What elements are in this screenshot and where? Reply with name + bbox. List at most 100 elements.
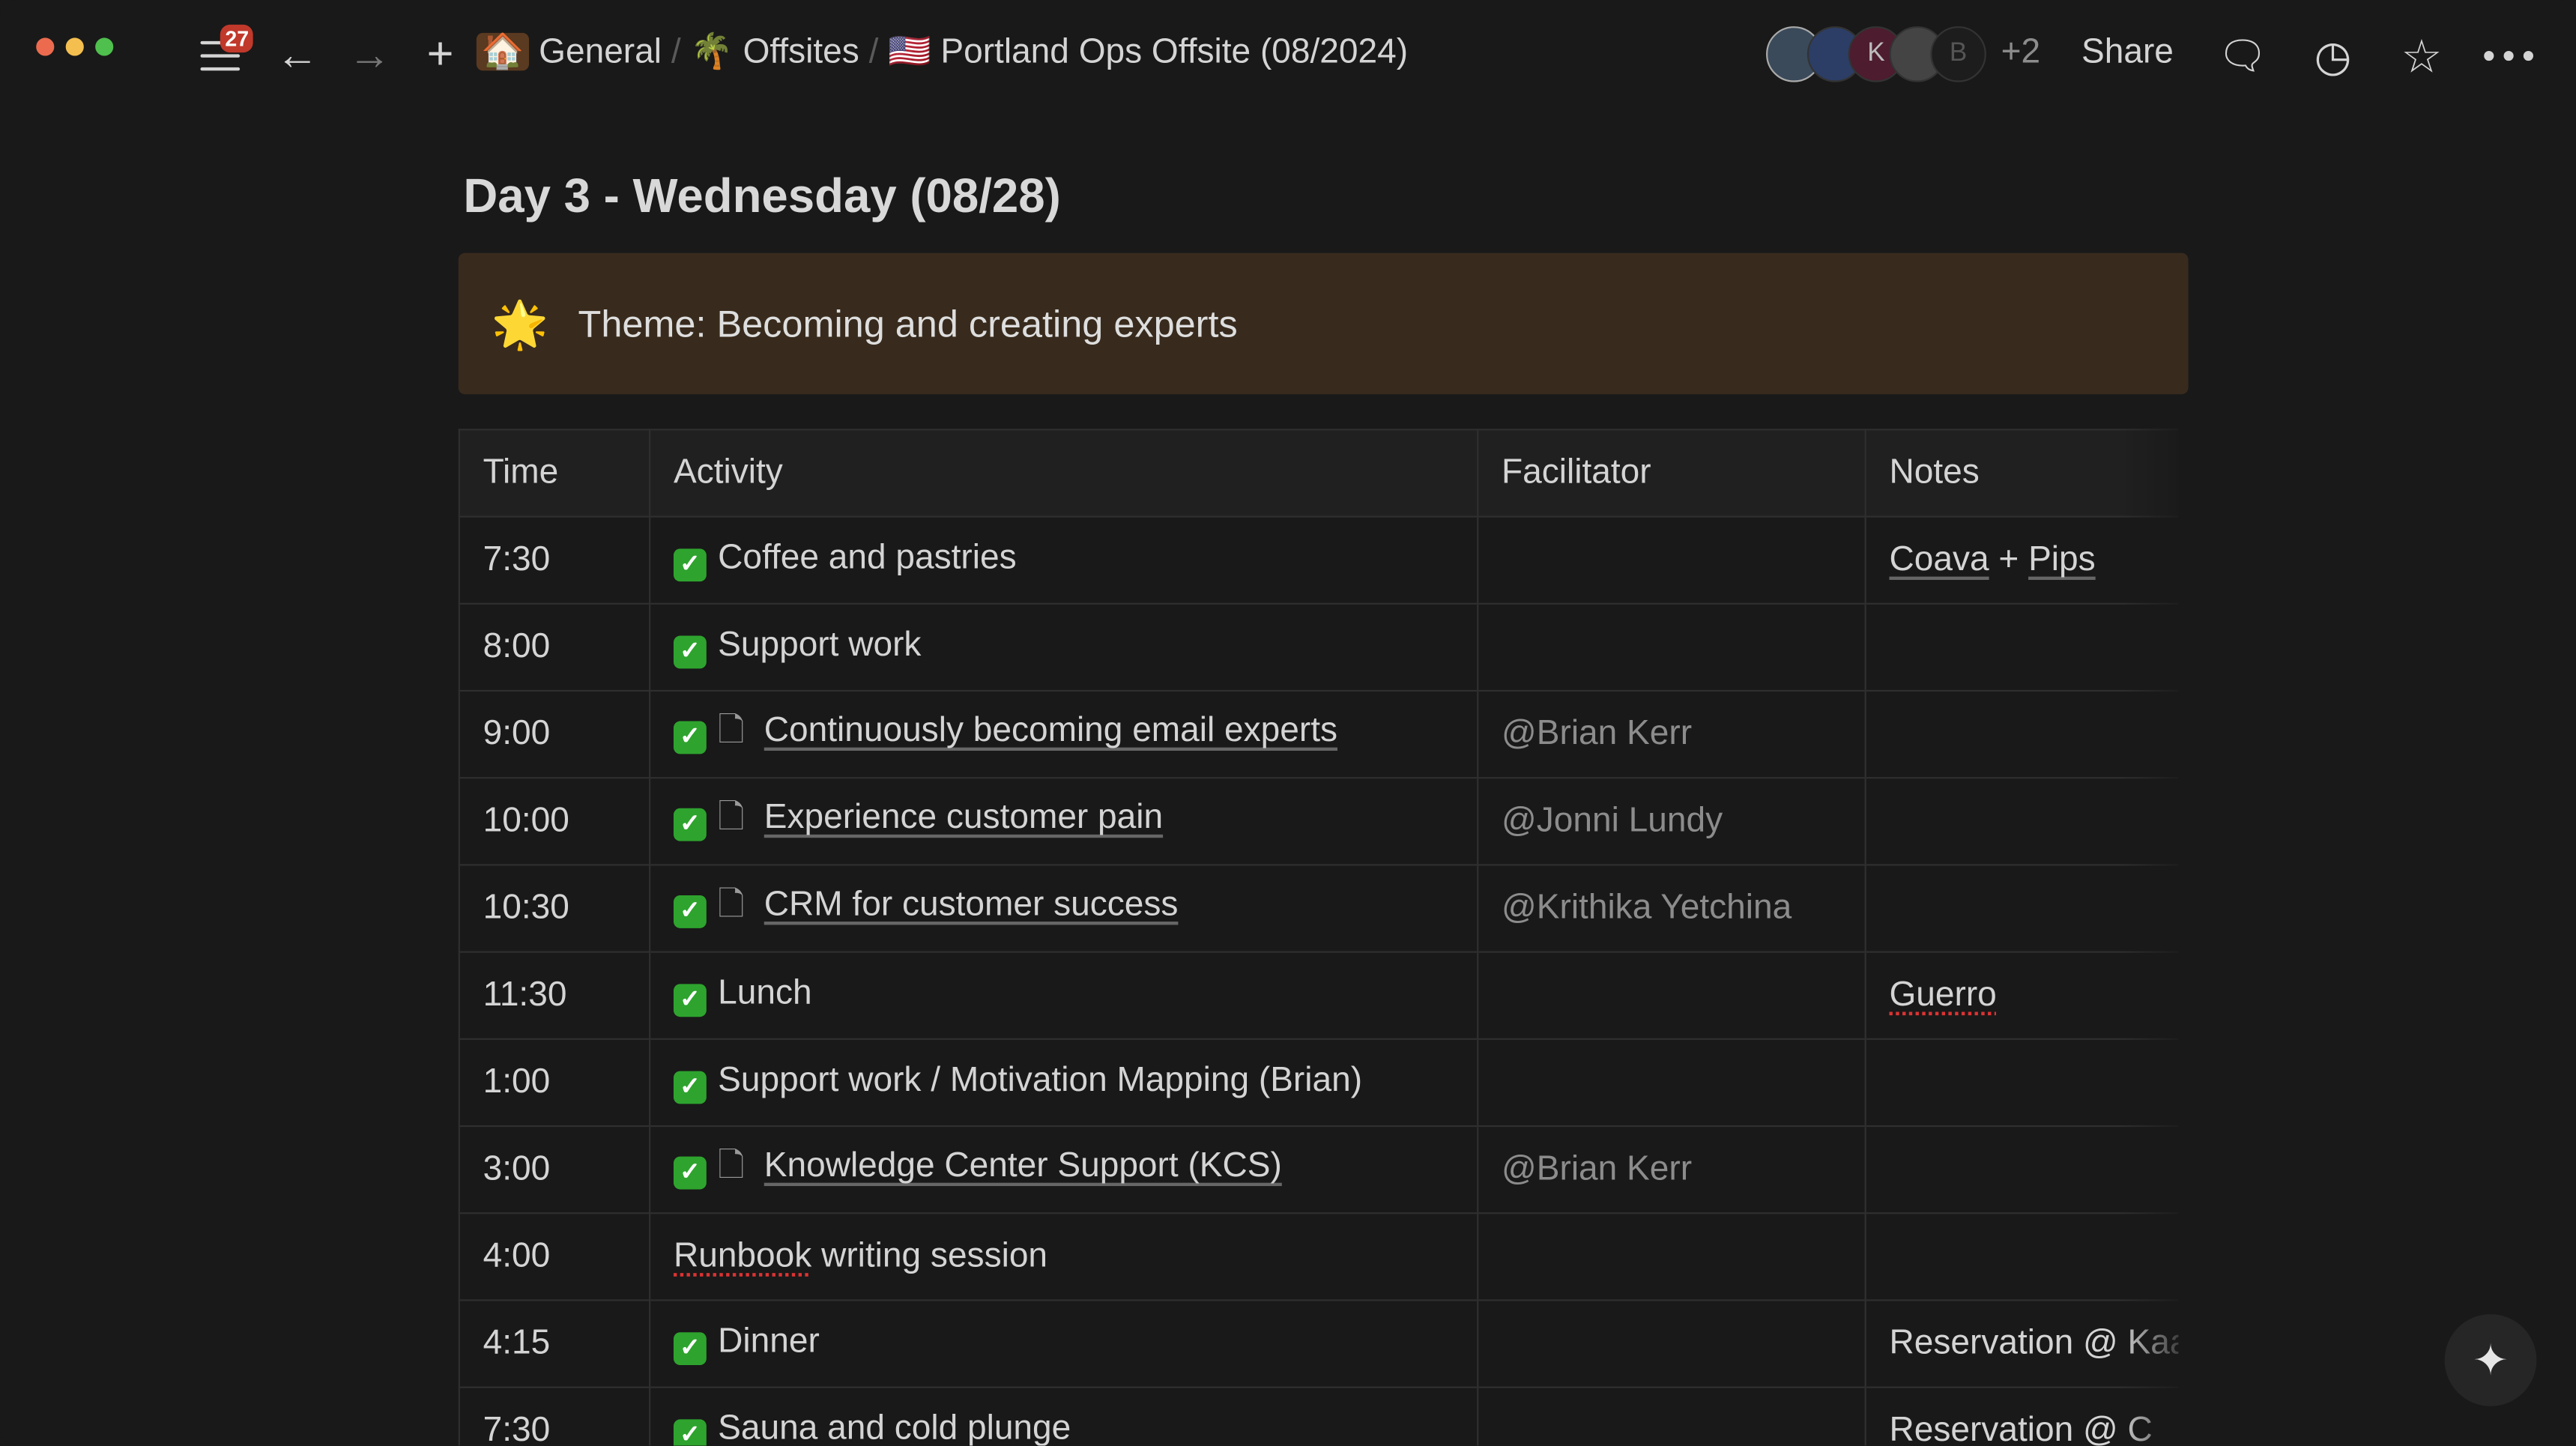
checkmark-icon: ✓ xyxy=(673,895,707,928)
activity-cell[interactable]: ✓ Lunch xyxy=(649,951,1479,1040)
time-cell[interactable]: 9:00 xyxy=(458,689,651,779)
page-doc-icon: 🗋 xyxy=(718,713,745,749)
share-button[interactable]: Share xyxy=(2081,32,2174,71)
time-cell[interactable]: 4:00 xyxy=(458,1212,651,1301)
activity-cell[interactable]: ✓ 🗋 Knowledge Center Support (KCS) xyxy=(649,1125,1479,1214)
activity-cell[interactable]: Runbook writing session xyxy=(649,1212,1479,1301)
page-doc-icon: 🗋 xyxy=(718,887,745,924)
activity-page-link[interactable]: Continuously becoming email experts xyxy=(764,711,1338,749)
checkmark-icon: ✓ xyxy=(673,1419,707,1446)
column-header-activity[interactable]: Activity xyxy=(649,429,1479,518)
time-cell[interactable]: 3:00 xyxy=(458,1125,651,1214)
facilitator-cell[interactable] xyxy=(1477,951,1866,1040)
sidebar-menu-icon[interactable] xyxy=(200,40,241,73)
time-cell[interactable]: 1:00 xyxy=(458,1038,651,1128)
facilitator-cell[interactable]: @Jonni Lundy xyxy=(1477,777,1866,866)
column-header-facilitator[interactable]: Facilitator xyxy=(1477,429,1866,518)
checkmark-icon: ✓ xyxy=(673,984,707,1017)
activity-cell[interactable]: ✓ Support work / Motivation Mapping (Bria… xyxy=(649,1038,1479,1128)
time-cell[interactable]: 10:30 xyxy=(458,864,651,953)
facilitator-cell[interactable] xyxy=(1477,1038,1866,1128)
palm-tree-icon: 🌴 xyxy=(690,32,734,71)
table-row: 7:30 ✓ Sauna and cold plunge Reservation … xyxy=(458,1386,2178,1446)
checkmark-icon: ✓ xyxy=(673,721,707,754)
activity-cell[interactable]: ✓ Dinner xyxy=(649,1299,1479,1388)
table-scroll-fade xyxy=(2119,429,2194,1446)
activity-text: Runbook writing session xyxy=(673,1237,1048,1275)
facilitator-cell[interactable] xyxy=(1477,1212,1866,1301)
facilitator-mention[interactable]: @Krithika Yetchina xyxy=(1502,889,1792,927)
activity-text: Lunch xyxy=(718,974,812,1012)
callout: 🌟 Theme: Becoming and creating experts xyxy=(458,252,2189,395)
window-zoom-button[interactable] xyxy=(95,37,114,56)
time-cell[interactable]: 7:30 xyxy=(458,515,651,605)
time-cell[interactable]: 4:15 xyxy=(458,1299,651,1388)
ai-assistant-sparkle-icon[interactable]: ✦ xyxy=(2444,1314,2537,1406)
breadcrumb-offsites[interactable]: 🌴 Offsites xyxy=(690,32,859,71)
table-row: 7:30 ✓ Coffee and pastries Coava + Pips xyxy=(458,515,2178,605)
facilitator-cell[interactable] xyxy=(1477,1386,1866,1446)
facilitator-cell[interactable]: @Brian Kerr xyxy=(1477,1125,1866,1214)
home-icon: 🏠 xyxy=(476,32,530,71)
facilitator-cell[interactable] xyxy=(1477,515,1866,605)
activity-text: Sauna and cold plunge xyxy=(718,1409,1071,1446)
activity-cell[interactable]: ✓ Sauna and cold plunge xyxy=(649,1386,1479,1446)
time-cell[interactable]: 7:30 xyxy=(458,1386,651,1446)
facilitator-cell[interactable] xyxy=(1477,602,1866,692)
facilitator-cell[interactable]: @Brian Kerr xyxy=(1477,689,1866,779)
more-options-icon[interactable] xyxy=(2484,50,2533,61)
time-cell[interactable]: 11:30 xyxy=(458,951,651,1040)
activity-text: Support work xyxy=(718,626,922,664)
notes-text: + xyxy=(1989,540,2029,578)
activity-page-link[interactable]: CRM for customer success xyxy=(764,885,1179,924)
activity-page-link[interactable]: Experience customer pain xyxy=(764,798,1164,837)
avatar[interactable]: B xyxy=(1930,26,1986,82)
forward-arrow-icon[interactable]: → xyxy=(348,28,391,79)
window-minimize-button[interactable] xyxy=(65,37,84,56)
checkmark-icon: ✓ xyxy=(673,1071,707,1104)
activity-text: Support work / Motivation Mapping (Brian… xyxy=(718,1061,1363,1099)
facilitator-mention[interactable]: @Brian Kerr xyxy=(1502,714,1693,753)
activity-page-link[interactable]: Knowledge Center Support (KCS) xyxy=(764,1146,1282,1185)
table-row: 10:30 ✓ 🗋 CRM for customer success @Krithi… xyxy=(458,864,2178,953)
activity-cell[interactable]: ✓ 🗋 Continuously becoming email experts xyxy=(649,689,1479,779)
notes-link[interactable]: Coava xyxy=(1889,540,1989,578)
new-page-plus-icon[interactable]: + xyxy=(426,28,454,79)
history-clock-icon[interactable]: ◷ xyxy=(2314,30,2352,80)
notes-link[interactable]: Pips xyxy=(2028,540,2096,578)
glowing-star-icon: 🌟 xyxy=(491,297,549,349)
checkmark-icon: ✓ xyxy=(673,1332,707,1366)
window-close-button[interactable] xyxy=(36,37,55,56)
checkmark-icon: ✓ xyxy=(673,635,707,669)
activity-cell[interactable]: ✓ 🗋 Experience customer pain xyxy=(649,777,1479,866)
table-row: 9:00 ✓ 🗋 Continuously becoming email exper… xyxy=(458,689,2178,779)
breadcrumb-general[interactable]: 🏠 General xyxy=(476,32,662,71)
activity-cell[interactable]: ✓ Coffee and pastries xyxy=(649,515,1479,605)
back-arrow-icon[interactable]: ← xyxy=(276,28,319,79)
time-cell[interactable]: 8:00 xyxy=(458,602,651,692)
facilitator-cell[interactable]: @Krithika Yetchina xyxy=(1477,864,1866,953)
top-bar: 27 ← → + 🏠 General / 🌴 Offsites / 🇺🇸 Por… xyxy=(0,0,2576,112)
facilitator-cell[interactable] xyxy=(1477,1299,1866,1388)
facilitator-mention[interactable]: @Brian Kerr xyxy=(1502,1149,1693,1188)
breadcrumb: 🏠 General / 🌴 Offsites / 🇺🇸 Portland Ops… xyxy=(476,32,1409,73)
time-cell[interactable]: 10:00 xyxy=(458,777,651,866)
more-collaborators-count[interactable]: +2 xyxy=(2001,32,2041,71)
column-header-time[interactable]: Time xyxy=(458,429,651,518)
breadcrumb-current-page[interactable]: 🇺🇸 Portland Ops Offsite (08/2024) xyxy=(888,32,1409,71)
notification-badge: 27 xyxy=(220,24,254,53)
page-title: Day 3 - Wednesday (08/28) xyxy=(463,171,1061,224)
checkmark-icon: ✓ xyxy=(673,1156,707,1190)
comments-icon[interactable]: 🗨 xyxy=(2217,33,2268,79)
activity-text: Coffee and pastries xyxy=(718,539,1017,577)
table-row: 4:00 Runbook writing session xyxy=(458,1212,2178,1301)
checkmark-icon: ✓ xyxy=(673,548,707,582)
facilitator-mention[interactable]: @Jonni Lundy xyxy=(1502,801,1723,840)
activity-cell[interactable]: ✓ Support work xyxy=(649,602,1479,692)
notes-link[interactable]: Guerro xyxy=(1889,975,1997,1014)
page-doc-icon: 🗋 xyxy=(718,799,745,837)
favorite-star-icon[interactable]: ☆ xyxy=(2401,30,2443,82)
table-row: 1:00 ✓ Support work / Motivation Mapping … xyxy=(458,1038,2178,1128)
activity-cell[interactable]: ✓ 🗋 CRM for customer success xyxy=(649,864,1479,953)
